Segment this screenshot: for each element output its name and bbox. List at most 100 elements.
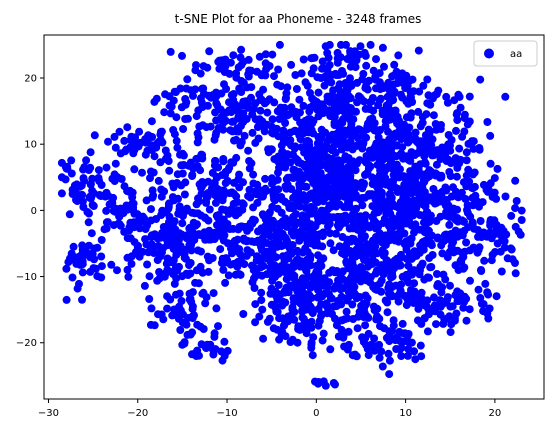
data-point — [280, 286, 289, 295]
data-point — [487, 256, 496, 265]
data-point — [352, 107, 360, 116]
data-point — [265, 251, 274, 260]
data-point — [102, 163, 111, 172]
data-point — [326, 229, 334, 238]
data-point — [319, 329, 328, 338]
data-point — [363, 294, 372, 303]
y-axis: −20 −10 0 10 20 — [16, 74, 44, 349]
data-point — [363, 221, 371, 230]
data-point — [353, 244, 362, 253]
data-point — [203, 63, 212, 72]
data-point — [217, 259, 226, 267]
data-point — [429, 111, 438, 120]
data-point — [288, 335, 297, 344]
data-point — [446, 302, 455, 311]
data-point — [246, 219, 255, 228]
data-point — [306, 251, 315, 260]
data-point — [115, 212, 124, 221]
data-point — [388, 72, 397, 81]
data-point — [458, 132, 467, 141]
data-point — [237, 45, 246, 54]
data-point — [402, 181, 411, 190]
data-point — [343, 296, 352, 305]
data-point — [349, 235, 358, 244]
data-point — [122, 201, 131, 210]
data-point — [270, 98, 279, 107]
data-point — [261, 174, 270, 183]
data-point — [198, 178, 207, 186]
data-point — [111, 143, 120, 152]
data-point — [323, 178, 332, 187]
data-point — [414, 165, 423, 173]
data-point — [240, 114, 249, 123]
data-point — [387, 220, 396, 229]
data-point — [214, 322, 222, 331]
data-point — [423, 75, 432, 84]
data-point — [83, 208, 92, 216]
data-point — [145, 295, 154, 303]
data-point — [163, 292, 172, 301]
data-point — [355, 267, 364, 276]
data-point — [265, 208, 274, 217]
data-point — [427, 241, 436, 250]
x-tick-label: −10 — [216, 408, 237, 419]
data-point — [475, 145, 484, 154]
data-point — [486, 159, 495, 168]
data-point — [229, 51, 238, 60]
data-point — [309, 172, 318, 181]
data-point — [372, 314, 381, 323]
data-point — [183, 330, 192, 339]
data-point — [339, 172, 348, 181]
data-point — [424, 213, 433, 221]
data-point — [492, 292, 501, 301]
data-point — [78, 268, 87, 277]
data-point — [146, 243, 155, 252]
data-point — [281, 298, 290, 307]
data-point — [85, 250, 94, 258]
data-point — [331, 314, 339, 323]
data-point — [278, 217, 287, 226]
data-point — [436, 192, 445, 201]
data-point — [290, 280, 299, 289]
data-point — [248, 128, 257, 137]
data-point — [249, 170, 258, 179]
data-point — [392, 292, 401, 301]
data-point — [339, 69, 348, 78]
data-point — [237, 88, 246, 96]
data-point — [258, 305, 267, 314]
data-point — [166, 109, 175, 118]
data-point — [307, 323, 316, 332]
data-point — [399, 191, 408, 200]
data-point — [194, 133, 203, 142]
data-point — [378, 362, 387, 371]
data-point — [451, 247, 460, 255]
data-point — [244, 192, 253, 201]
data-point — [432, 198, 441, 207]
data-point — [314, 211, 323, 220]
data-point — [239, 78, 248, 87]
data-point — [142, 138, 150, 147]
data-point — [308, 309, 317, 318]
data-point — [200, 89, 208, 98]
data-point — [262, 214, 271, 223]
data-point — [388, 266, 397, 274]
data-point — [157, 127, 166, 136]
data-point — [422, 110, 431, 119]
data-point — [404, 345, 413, 353]
chart-title: t-SNE Plot for aa Phoneme - 3248 frames — [175, 12, 422, 26]
data-point — [419, 81, 428, 90]
data-point — [88, 174, 97, 183]
data-point — [437, 288, 446, 297]
data-point — [399, 337, 408, 346]
data-point — [371, 190, 380, 199]
data-point — [236, 270, 245, 279]
data-point — [299, 293, 307, 301]
data-point — [374, 101, 383, 110]
data-point — [103, 218, 112, 227]
data-point — [384, 207, 393, 216]
data-point — [423, 273, 432, 282]
data-point — [273, 107, 282, 116]
data-point — [176, 326, 185, 334]
data-point — [372, 285, 381, 294]
data-point — [346, 74, 354, 83]
